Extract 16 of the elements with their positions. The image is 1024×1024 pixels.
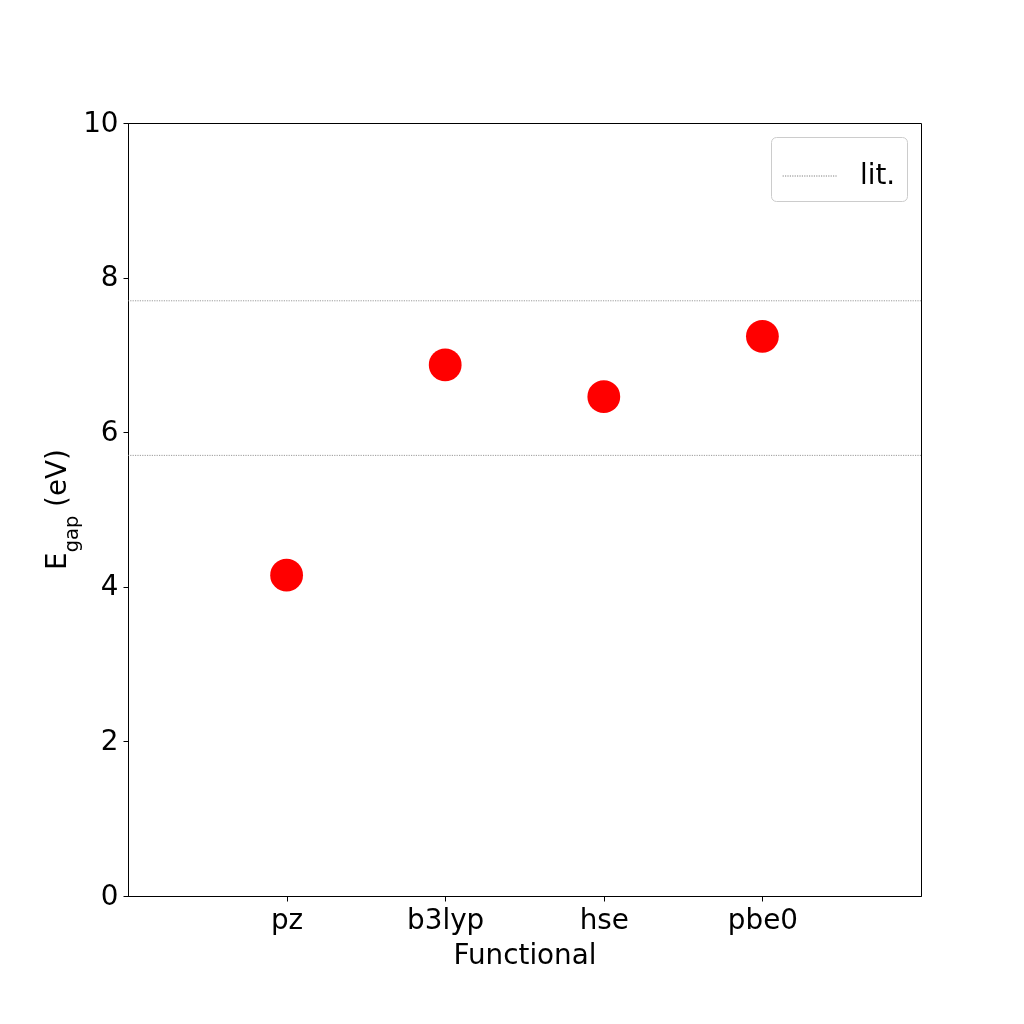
y-tick-label: 6 [100,414,119,448]
x-tick-label: b3lyp [407,902,485,936]
legend-label: lit. [860,158,896,191]
y-tick-label: 4 [100,569,119,603]
point [428,348,462,382]
x-tick-label: pz [270,902,304,936]
y-tick-label: 10 [83,105,119,139]
point [270,558,303,592]
x-tick-label: pbe0 [727,902,798,936]
y-tick-label: 2 [100,723,119,757]
point [746,319,779,353]
point [587,380,621,413]
x-axis-title: Functional [453,938,597,972]
x-tick-label: hse [579,902,629,936]
y-tick-label: 8 [100,260,119,294]
y-tick-label: 0 [100,878,119,912]
